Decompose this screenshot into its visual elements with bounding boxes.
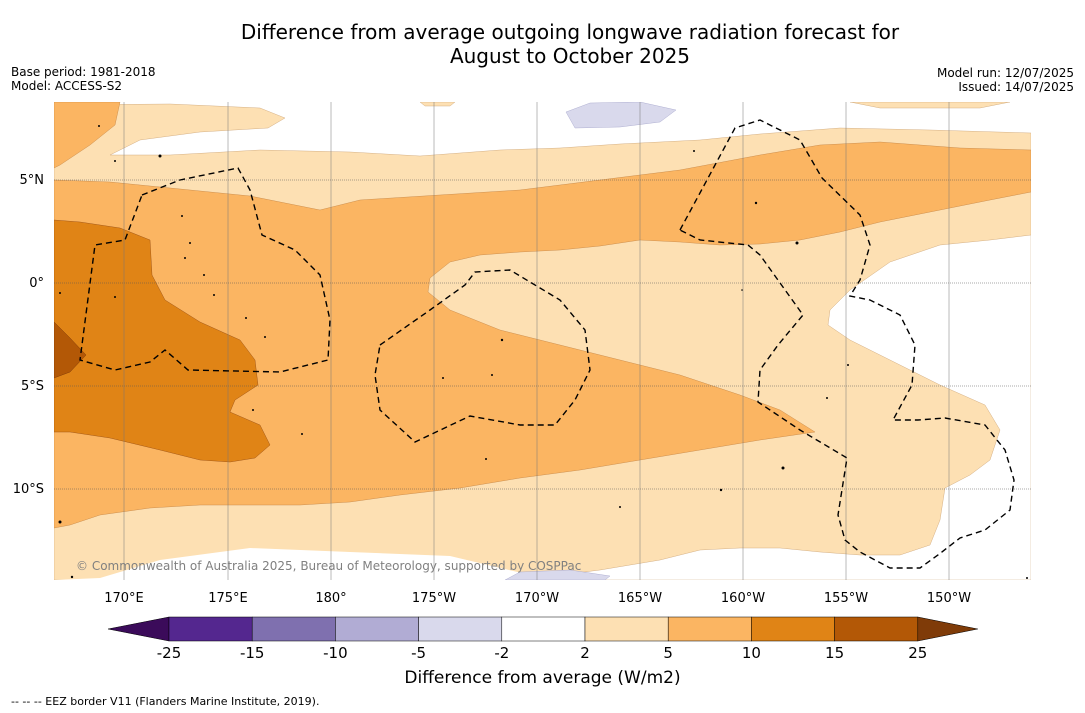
colorbar-segment [751,616,835,642]
colorbar-tick-label: -15 [240,644,265,662]
colorbar-segment [834,616,919,642]
lat-label: 5°N [20,173,45,188]
contour-neg-top [565,102,677,129]
lon-label: 175°E [208,591,248,606]
model-name: Model: ACCESS-S2 [11,79,123,93]
colorbar-segment [168,616,253,642]
colorbar-tick-label: 25 [908,644,927,662]
eez-legend-footer: -- -- -- EEZ border V11 (Flanders Marine… [11,695,320,708]
contour-15-25 [54,321,87,379]
contour-white-bottom [54,548,560,580]
colorbar-tick-label: -2 [494,644,509,662]
eez-tuvalu [79,167,331,373]
title-line-2: August to October 2025 [449,44,691,68]
map-area: © Commonwealth of Australia 2025, Bureau… [54,102,1031,580]
base-period: Base period: 1981-2018 [11,65,156,79]
issued-date: Issued: 14/07/2025 [958,80,1074,94]
colorbar-segment [335,616,419,642]
lon-label: 155°W [824,591,868,606]
run-info: Model run: 12/07/2025 Issued: 14/07/2025 [937,66,1074,94]
colorbar-tick-label: 10 [742,644,761,662]
contour-top-tan-1 [419,102,456,107]
lat-label: 5°S [21,379,44,394]
model-run: Model run: 12/07/2025 [936,66,1074,80]
contour-top-tan-2 [849,102,1011,109]
grid-lines-vertical [123,102,950,580]
lon-label: 180° [315,591,346,606]
title-line-1: Difference from average outgoing longwav… [240,20,900,44]
lon-label: 150°W [927,591,971,606]
contour-5-10 [54,141,1031,529]
colorbar-segment [667,616,752,642]
colorbar-arrow-left [107,616,170,642]
colorbar-segment [418,616,503,642]
eez-borders [79,119,1015,569]
colorbar-tick-label: 2 [580,644,590,662]
base-info: Base period: 1981-2018 Model: ACCESS-S2 [11,65,156,93]
lat-label: 0° [29,276,44,291]
colorbar-label: Difference from average (W/m2) [404,668,681,688]
lat-labels: 5°N 0° 5°S 10°S [13,173,44,497]
map-title: Difference from average outgoing longwav… [0,20,1085,68]
eez-phoenix [374,269,591,443]
contour-10-15 [54,219,271,463]
grid-lines [54,179,1031,490]
lon-label: 170°W [515,591,559,606]
colorbar-tick-label: 15 [825,644,844,662]
lon-label: 160°W [721,591,765,606]
islands [58,125,1028,579]
colorbar-tick-label: -25 [157,644,182,662]
lon-label: 175°W [412,591,456,606]
lon-label: 165°W [618,591,662,606]
colorbar-segment [501,616,586,642]
colorbar-tick-label: -10 [323,644,348,662]
colorbar-segment [251,616,336,642]
colorbar-segment [584,616,669,642]
lat-label: 10°S [13,482,44,497]
colorbar: -25 -15 -10 -5 -2 2 5 10 15 25 [107,616,978,662]
lon-labels: 170°E 175°E 180° 175°W 170°W 165°W 160°W… [104,591,971,606]
contour-neg-bottom [504,569,611,580]
lon-label: 170°E [104,591,144,606]
contour-topleft [54,102,121,169]
eez-line-islands [679,119,1015,569]
colorbar-arrow-right [917,616,978,642]
copyright-text: © Commonwealth of Australia 2025, Bureau… [76,559,581,573]
colorbar-tick-label: 5 [663,644,673,662]
colorbar-tick-label: -5 [411,644,426,662]
